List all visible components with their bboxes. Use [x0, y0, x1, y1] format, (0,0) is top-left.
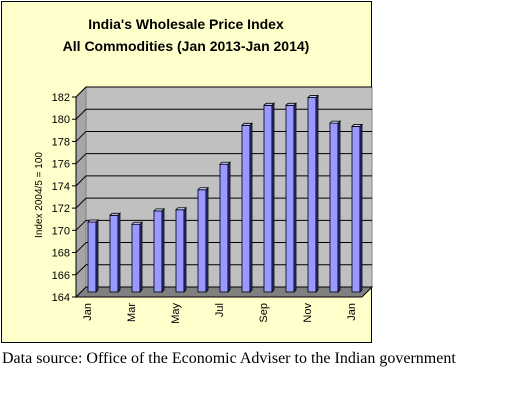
gridline-side	[75, 153, 87, 165]
x-tick-label: Jul	[214, 303, 226, 317]
data-source-caption: Data source: Office of the Economic Advi…	[2, 350, 456, 367]
bar-top	[175, 207, 187, 211]
y-tick-label: 174	[52, 181, 70, 193]
bar-top	[285, 102, 297, 106]
y-tick-label: 168	[52, 248, 70, 260]
bar-side	[117, 212, 121, 293]
y-tick-label: 166	[52, 270, 70, 282]
chart-svg: India's Wholesale Price Index All Commod…	[34, 16, 373, 324]
bar-side	[227, 161, 231, 293]
bar	[329, 122, 339, 293]
bar	[351, 126, 361, 293]
bar-top	[197, 187, 209, 191]
plot-area: 164 166 168 170 172 174 176 178 180 182 Jan Mar May J…	[52, 85, 373, 324]
bar-top	[87, 219, 99, 223]
gridline-side	[75, 108, 87, 120]
y-tick-label: 176	[52, 159, 70, 171]
x-tick-label: Nov	[302, 303, 314, 323]
y-tick-label: 164	[52, 292, 70, 304]
bar-side	[205, 186, 209, 293]
x-tick-label: Mar	[126, 303, 138, 322]
bar-side	[337, 120, 341, 293]
bar-top	[307, 95, 319, 98]
y-tick-label: 178	[52, 136, 70, 148]
chart-title-line-2: All Commodities (Jan 2013-Jan 2014)	[63, 38, 310, 54]
bar-side	[183, 206, 187, 293]
bar	[87, 221, 97, 293]
plot-side-wall	[75, 85, 87, 299]
bar-side	[293, 102, 297, 293]
bar-top	[329, 120, 341, 124]
chart-title-line-1: India's Wholesale Price Index	[88, 16, 284, 32]
bar	[219, 163, 229, 293]
bar	[153, 210, 163, 293]
bar	[307, 97, 317, 293]
bar-side	[271, 102, 275, 293]
gridline-side	[75, 197, 87, 209]
x-tick-label: May	[170, 303, 182, 324]
bar-side	[249, 122, 253, 293]
bar-side	[161, 207, 165, 293]
gridline-side	[75, 242, 87, 253]
gridline-side	[75, 175, 87, 187]
bar	[109, 214, 119, 293]
bar-top	[131, 221, 143, 225]
chart-container: India's Wholesale Price Index All Commod…	[1, 1, 373, 343]
bar	[241, 124, 251, 293]
gridline-side	[75, 86, 87, 98]
bar-top	[219, 161, 231, 165]
bar	[285, 104, 295, 293]
y-tick-label: 180	[52, 114, 70, 126]
bar	[263, 104, 273, 293]
gridline-side	[75, 131, 87, 142]
gridline-side	[75, 219, 87, 231]
bar-top	[153, 208, 165, 212]
bar	[197, 189, 207, 293]
x-tick-label: Jan	[346, 303, 358, 321]
bar-top	[263, 102, 275, 106]
y-axis-label: Index 2004/5 = 100	[34, 152, 45, 238]
x-tick-label: Sep	[258, 303, 270, 323]
bar-side	[95, 219, 99, 293]
bar-side	[359, 123, 363, 293]
y-tick-label: 172	[52, 203, 70, 215]
y-tick-label: 170	[52, 225, 70, 237]
bar-side	[139, 221, 143, 293]
bar-top	[351, 124, 363, 127]
bar	[175, 209, 185, 293]
gridline-side	[75, 264, 87, 276]
bar-top	[109, 212, 121, 216]
y-tick-label: 182	[52, 92, 70, 104]
bar-side	[315, 94, 319, 293]
bar	[131, 223, 141, 293]
bar-top	[241, 122, 253, 126]
x-tick-label: Jan	[82, 303, 94, 321]
